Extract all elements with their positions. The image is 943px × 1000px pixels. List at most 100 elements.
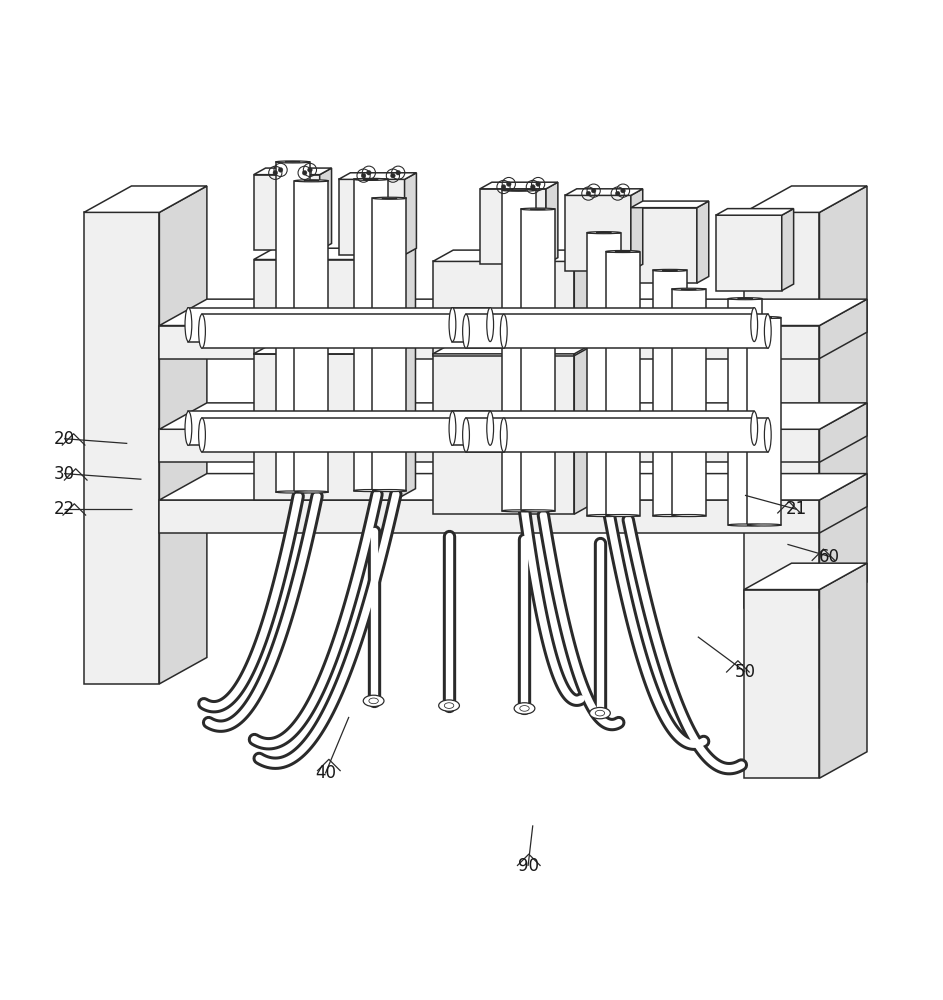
Polygon shape bbox=[254, 343, 416, 354]
Polygon shape bbox=[631, 208, 697, 283]
Polygon shape bbox=[587, 233, 620, 516]
Polygon shape bbox=[631, 189, 643, 271]
Circle shape bbox=[620, 188, 625, 193]
Ellipse shape bbox=[185, 308, 191, 342]
Polygon shape bbox=[189, 411, 490, 445]
Text: 30: 30 bbox=[54, 465, 74, 483]
Polygon shape bbox=[275, 162, 309, 492]
Circle shape bbox=[536, 182, 540, 186]
Circle shape bbox=[501, 185, 505, 189]
Ellipse shape bbox=[199, 314, 206, 348]
Ellipse shape bbox=[728, 524, 762, 526]
Polygon shape bbox=[480, 182, 558, 189]
Polygon shape bbox=[466, 314, 768, 348]
Polygon shape bbox=[744, 563, 867, 590]
Ellipse shape bbox=[369, 698, 378, 704]
Ellipse shape bbox=[765, 418, 771, 452]
Ellipse shape bbox=[671, 515, 705, 517]
Ellipse shape bbox=[463, 314, 470, 348]
Polygon shape bbox=[480, 189, 546, 264]
Polygon shape bbox=[254, 175, 320, 250]
Polygon shape bbox=[631, 201, 709, 208]
Circle shape bbox=[303, 171, 307, 175]
Polygon shape bbox=[339, 179, 405, 255]
Ellipse shape bbox=[275, 491, 309, 493]
Text: 40: 40 bbox=[315, 764, 336, 782]
Text: 20: 20 bbox=[54, 430, 74, 448]
Circle shape bbox=[273, 171, 277, 175]
Circle shape bbox=[278, 168, 283, 172]
Polygon shape bbox=[254, 168, 332, 175]
Polygon shape bbox=[84, 212, 159, 684]
Ellipse shape bbox=[587, 515, 620, 517]
Polygon shape bbox=[697, 201, 709, 283]
Polygon shape bbox=[354, 179, 388, 491]
Circle shape bbox=[396, 170, 401, 175]
Polygon shape bbox=[202, 418, 504, 452]
Ellipse shape bbox=[354, 178, 388, 180]
Ellipse shape bbox=[444, 703, 454, 708]
Polygon shape bbox=[744, 212, 819, 608]
Polygon shape bbox=[339, 173, 417, 179]
Polygon shape bbox=[466, 418, 768, 452]
Polygon shape bbox=[716, 209, 794, 215]
Ellipse shape bbox=[502, 189, 536, 191]
Text: 60: 60 bbox=[819, 548, 840, 566]
Circle shape bbox=[390, 173, 395, 178]
Ellipse shape bbox=[751, 308, 757, 342]
Polygon shape bbox=[747, 318, 781, 525]
Ellipse shape bbox=[587, 232, 620, 234]
Polygon shape bbox=[395, 343, 416, 500]
Circle shape bbox=[616, 191, 620, 196]
Ellipse shape bbox=[595, 710, 604, 716]
Polygon shape bbox=[744, 186, 867, 212]
Ellipse shape bbox=[502, 510, 536, 512]
Ellipse shape bbox=[514, 703, 535, 714]
Polygon shape bbox=[819, 563, 867, 778]
Polygon shape bbox=[320, 168, 332, 250]
Ellipse shape bbox=[372, 490, 406, 492]
Polygon shape bbox=[574, 250, 595, 356]
Ellipse shape bbox=[521, 208, 554, 210]
Polygon shape bbox=[819, 474, 867, 533]
Polygon shape bbox=[189, 308, 490, 342]
Ellipse shape bbox=[354, 490, 388, 492]
Polygon shape bbox=[819, 186, 867, 608]
Ellipse shape bbox=[520, 706, 529, 711]
Ellipse shape bbox=[747, 524, 781, 526]
Polygon shape bbox=[395, 248, 416, 354]
Ellipse shape bbox=[605, 251, 639, 253]
Ellipse shape bbox=[199, 418, 206, 452]
Polygon shape bbox=[433, 343, 595, 354]
Ellipse shape bbox=[294, 180, 328, 182]
Polygon shape bbox=[433, 354, 574, 514]
Polygon shape bbox=[159, 299, 867, 326]
Polygon shape bbox=[521, 209, 554, 511]
Polygon shape bbox=[605, 252, 639, 516]
Ellipse shape bbox=[487, 411, 493, 445]
Polygon shape bbox=[671, 289, 705, 516]
Polygon shape bbox=[254, 260, 395, 354]
Polygon shape bbox=[453, 308, 754, 342]
Ellipse shape bbox=[728, 298, 762, 300]
Text: 90: 90 bbox=[518, 857, 538, 875]
Polygon shape bbox=[294, 181, 328, 492]
Text: 21: 21 bbox=[786, 500, 807, 518]
Ellipse shape bbox=[487, 308, 493, 342]
Ellipse shape bbox=[185, 411, 191, 445]
Polygon shape bbox=[159, 474, 867, 500]
Ellipse shape bbox=[449, 308, 455, 342]
Ellipse shape bbox=[501, 418, 507, 452]
Polygon shape bbox=[728, 299, 762, 525]
Polygon shape bbox=[453, 411, 754, 445]
Polygon shape bbox=[782, 209, 794, 291]
Polygon shape bbox=[159, 186, 207, 684]
Polygon shape bbox=[433, 250, 595, 261]
Polygon shape bbox=[202, 314, 504, 348]
Polygon shape bbox=[653, 270, 687, 516]
Polygon shape bbox=[159, 403, 867, 429]
Ellipse shape bbox=[751, 411, 757, 445]
Ellipse shape bbox=[521, 510, 554, 512]
Circle shape bbox=[506, 182, 511, 186]
Polygon shape bbox=[744, 590, 819, 778]
